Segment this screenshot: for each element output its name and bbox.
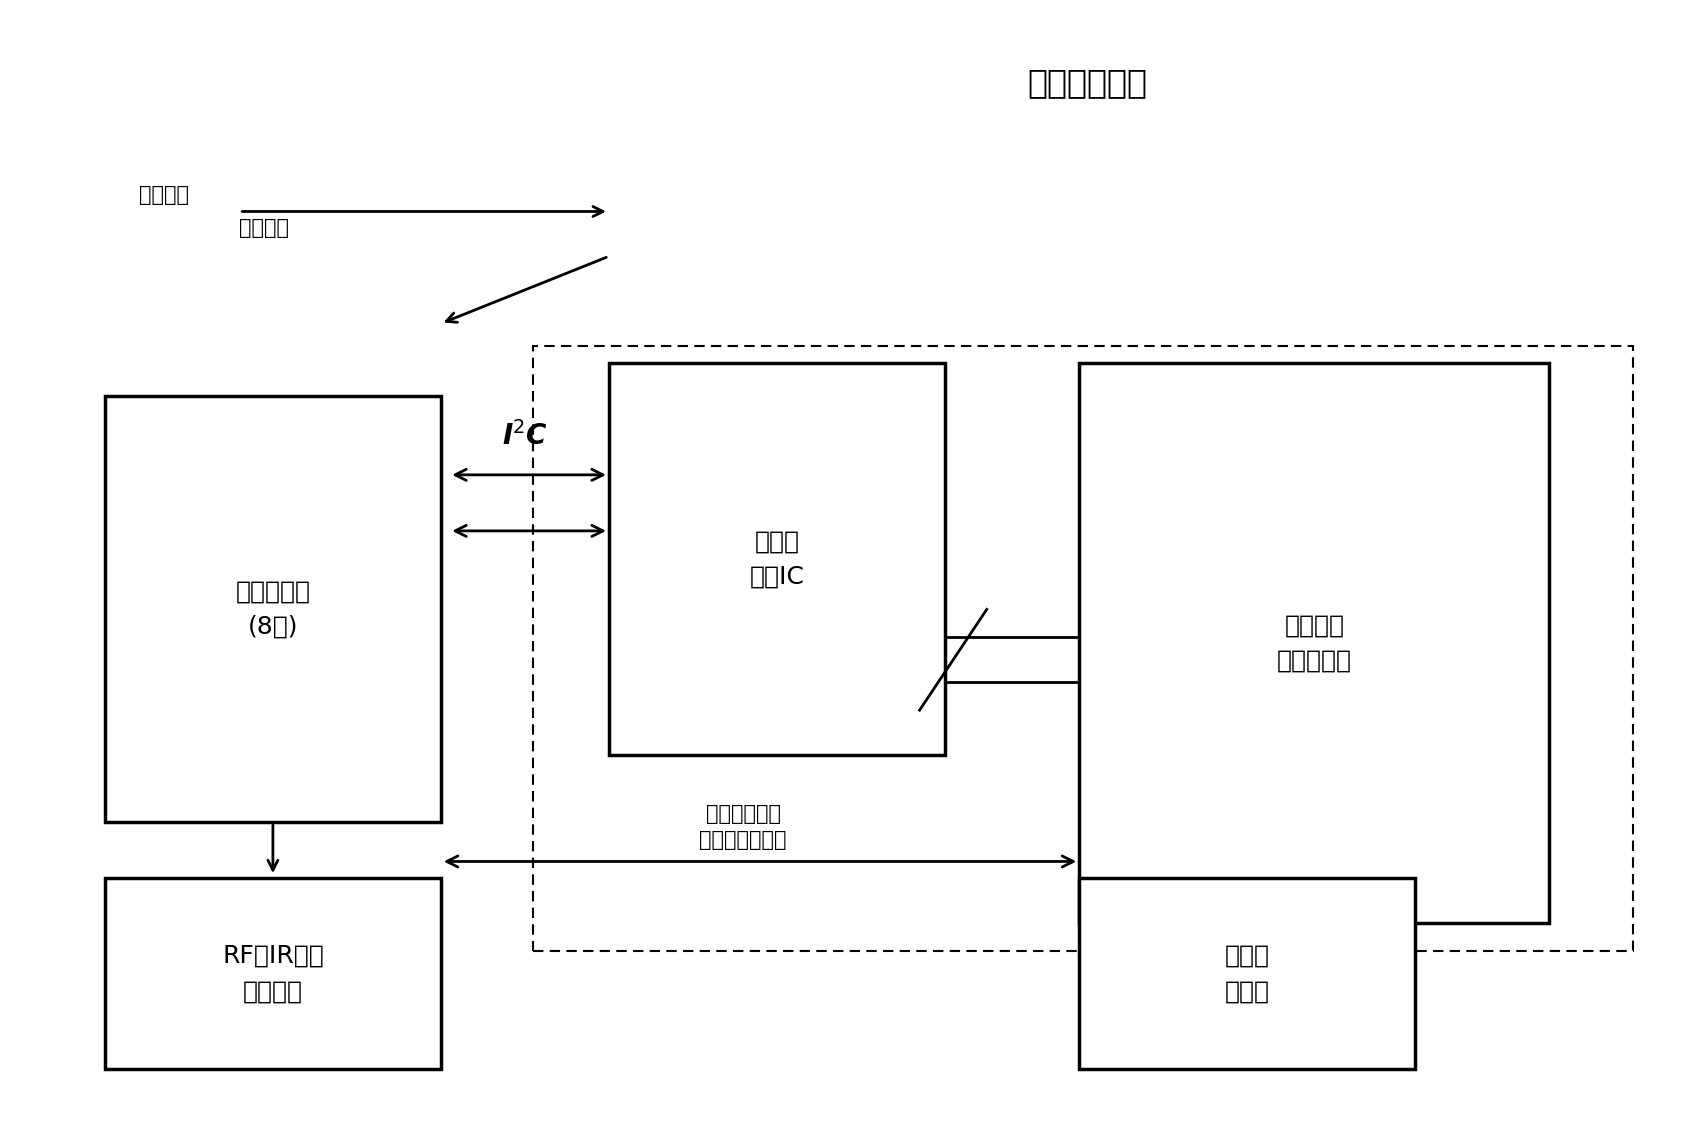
Bar (105, 878, 441, 1069)
Text: 复位信号: 复位信号 (138, 185, 189, 204)
Text: 中断信号: 中断信号 (240, 218, 289, 238)
Text: I$^2$C: I$^2$C (501, 421, 549, 450)
Text: 电容式
感测IC: 电容式 感测IC (749, 530, 803, 588)
Text: 按键响应中断
与键盘扫描检测: 按键响应中断 与键盘扫描检测 (699, 804, 787, 850)
Text: 容性感测模块: 容性感测模块 (1028, 67, 1148, 99)
Text: 键盘扫
描模块: 键盘扫 描模块 (1224, 944, 1269, 1004)
Bar (1079, 878, 1415, 1069)
Bar (1079, 362, 1550, 924)
Text: 主控单片机
(8位): 主控单片机 (8位) (235, 579, 311, 639)
Bar (533, 345, 1634, 951)
Bar (609, 362, 945, 755)
Text: RF或IR基带
发送模块: RF或IR基带 发送模块 (223, 944, 324, 1004)
Bar (105, 396, 441, 822)
Text: 高分辨率
电容触摸板: 高分辨率 电容触摸板 (1276, 613, 1352, 673)
